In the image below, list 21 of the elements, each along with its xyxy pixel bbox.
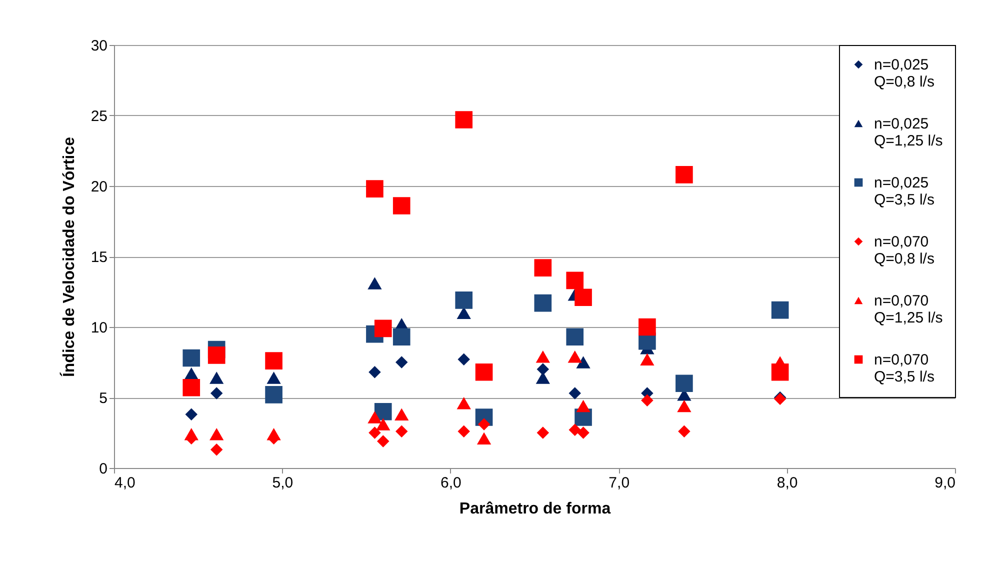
x-tick-label: 8,0 — [776, 474, 798, 492]
y-tick-label: 15 — [90, 249, 108, 266]
x-tick-label: 4,0 — [114, 474, 136, 492]
y-tick-label: 20 — [90, 178, 108, 196]
x-tick-label: 6,0 — [440, 474, 462, 492]
legend-label: n=0,025 Q=1,25 l/s — [874, 116, 943, 150]
y-tick-label: 10 — [90, 320, 108, 336]
y-tick-label: 30 — [90, 38, 108, 54]
y-tick-label: 5 — [99, 390, 108, 407]
legend-label: n=0,070 Q=1,25 l/s — [874, 292, 943, 326]
y-tick-label: 0 — [99, 460, 108, 478]
legend-label: n=0,025 Q=0,8 l/s — [874, 56, 934, 90]
x-tick-label: 7,0 — [608, 474, 630, 492]
x-tick-label: 9,0 — [934, 474, 956, 492]
x-tick-label: 5,0 — [272, 474, 294, 492]
y-tick-label: 25 — [90, 108, 108, 125]
x-axis-title: Parâmetro de forma — [459, 500, 611, 518]
legend-label: n=0,070 Q=0,8 l/s — [874, 234, 934, 268]
legend-label: n=0,025 Q=3,5 l/s — [874, 174, 934, 208]
y-axis-title: Índice de Velocidade do Vórtice — [58, 136, 78, 378]
legend-label: n=0,070 Q=3,5 l/s — [874, 352, 934, 386]
